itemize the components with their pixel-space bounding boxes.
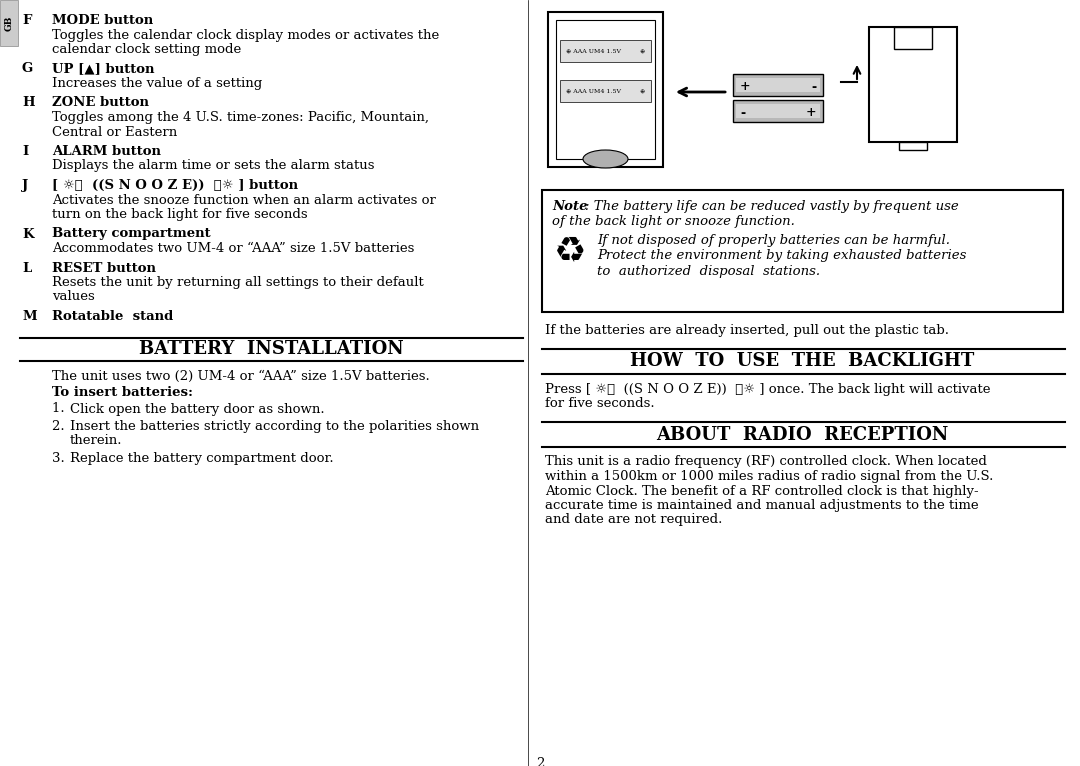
Bar [894,27,932,49]
Text: ALARM button: ALARM button [52,145,161,158]
Text: values: values [52,290,95,303]
Text: : The battery life can be reduced vastly by frequent use: : The battery life can be reduced vastly… [585,200,959,213]
Bar [735,104,820,118]
Text: This unit is a radio frequency (RF) controlled clock. When located: This unit is a radio frequency (RF) cont… [545,456,987,469]
Text: -: - [740,106,745,119]
Text: ⊕: ⊕ [639,48,645,54]
Text: Central or Eastern: Central or Eastern [52,126,177,139]
Text: Toggles among the 4 U.S. time-zones: Pacific, Mountain,: Toggles among the 4 U.S. time-zones: Pac… [52,111,429,124]
Text: accurate time is maintained and manual adjustments to the time: accurate time is maintained and manual a… [545,499,978,512]
Text: of the back light or snooze function.: of the back light or snooze function. [552,214,795,228]
Bar [735,78,820,92]
Text: and date are not required.: and date are not required. [545,513,723,526]
Text: Battery compartment: Battery compartment [52,228,211,241]
Text: turn on the back light for five seconds: turn on the back light for five seconds [52,208,308,221]
Bar [542,190,1063,312]
Text: Note: Note [552,200,588,213]
Text: -: - [811,80,816,93]
Text: G: G [22,63,33,76]
Bar [556,20,654,159]
Text: ZONE button: ZONE button [52,97,149,110]
Text: L: L [22,261,31,274]
Text: ⊕: ⊕ [639,89,645,93]
Text: I: I [22,145,28,158]
Text: The unit uses two (2) UM-4 or “AAA” size 1.5V batteries.: The unit uses two (2) UM-4 or “AAA” size… [52,369,430,382]
Text: BATTERY  INSTALLATION: BATTERY INSTALLATION [139,341,404,358]
Text: ♻: ♻ [554,235,586,269]
Text: J: J [22,179,28,192]
Text: H: H [22,97,35,110]
Text: [ ☼：  ((S N O O Z E))  ：☼ ] button: [ ☼： ((S N O O Z E)) ：☼ ] button [52,179,298,192]
Bar [548,12,663,167]
Bar [561,40,651,62]
Text: HOW  TO  USE  THE  BACKLIGHT: HOW TO USE THE BACKLIGHT [631,352,974,371]
Text: ⊕ AAA UM4 1.5V: ⊕ AAA UM4 1.5V [566,89,621,93]
Bar [733,74,823,96]
Bar [561,80,651,102]
Text: If not disposed of properly batteries can be harmful.: If not disposed of properly batteries ca… [597,234,950,247]
Text: K: K [22,228,33,241]
Text: Protect the environment by taking exhausted batteries: Protect the environment by taking exhaus… [597,250,967,263]
Text: within a 1500km or 1000 miles radius of radio signal from the U.S.: within a 1500km or 1000 miles radius of … [545,470,994,483]
Text: MODE button: MODE button [52,14,153,27]
Bar [0,0,18,46]
Text: F: F [22,14,31,27]
Text: to  authorized  disposal  stations.: to authorized disposal stations. [597,265,820,278]
Text: Displays the alarm time or sets the alarm status: Displays the alarm time or sets the alar… [52,159,375,172]
Text: Atomic Clock. The benefit of a RF controlled clock is that highly-: Atomic Clock. The benefit of a RF contro… [545,485,978,497]
Text: 2: 2 [536,757,544,766]
Text: calendar clock setting mode: calendar clock setting mode [52,43,241,56]
Text: Increases the value of a setting: Increases the value of a setting [52,77,262,90]
Text: M: M [22,310,37,323]
Bar [869,27,957,142]
Text: Insert the batteries strictly according to the polarities shown: Insert the batteries strictly according … [70,420,480,433]
Bar [733,100,823,122]
Text: UP [▲] button: UP [▲] button [52,63,154,76]
Ellipse shape [583,150,627,168]
Text: for five seconds.: for five seconds. [545,397,654,410]
Text: Replace the battery compartment door.: Replace the battery compartment door. [70,452,334,465]
Text: ABOUT  RADIO  RECEPTION: ABOUT RADIO RECEPTION [657,425,948,444]
Text: RESET button: RESET button [52,261,156,274]
Text: Press [ ☼：  ((S N O O Z E))  ：☼ ] once. The back light will activate: Press [ ☼： ((S N O O Z E)) ：☼ ] once. Th… [545,382,990,395]
Text: Click open the battery door as shown.: Click open the battery door as shown. [70,402,325,415]
Text: Rotatable  stand: Rotatable stand [52,310,173,323]
Text: GB: GB [4,15,13,31]
Bar [899,142,927,150]
Text: 3.: 3. [52,452,71,465]
Text: Toggles the calendar clock display modes or activates the: Toggles the calendar clock display modes… [52,28,440,41]
Text: To insert batteries:: To insert batteries: [52,386,193,399]
Text: therein.: therein. [70,434,122,447]
Text: ⊕ AAA UM4 1.5V: ⊕ AAA UM4 1.5V [566,48,621,54]
Text: Activates the snooze function when an alarm activates or: Activates the snooze function when an al… [52,194,436,207]
Text: If the batteries are already inserted, pull out the plastic tab.: If the batteries are already inserted, p… [545,324,949,337]
Text: +: + [740,80,751,93]
Text: Accommodates two UM-4 or “AAA” size 1.5V batteries: Accommodates two UM-4 or “AAA” size 1.5V… [52,242,415,255]
Text: +: + [806,106,816,119]
Text: Resets the unit by returning all settings to their default: Resets the unit by returning all setting… [52,276,423,289]
Text: 2.: 2. [52,420,71,433]
Text: 1.: 1. [52,402,71,415]
